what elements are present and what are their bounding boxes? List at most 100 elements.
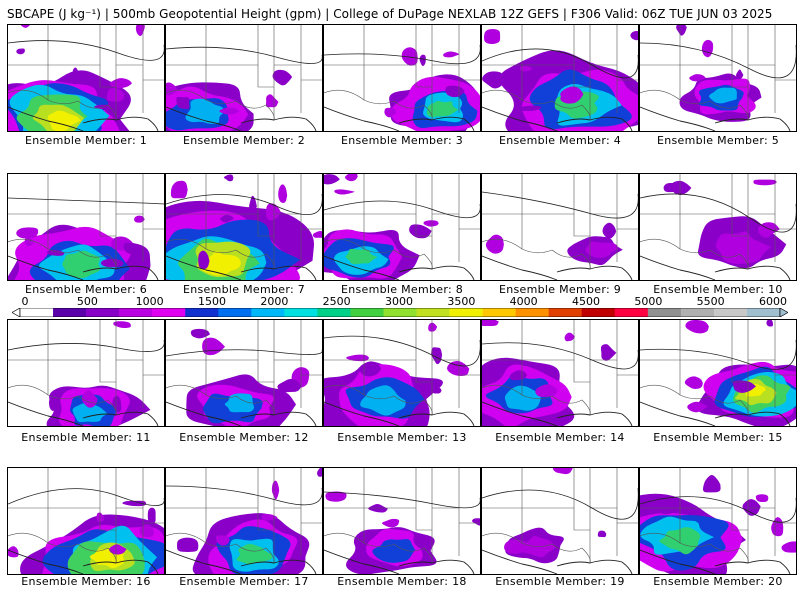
colorbar-tick-label: 5500 — [696, 295, 725, 308]
ensemble-member-label: Ensemble Member: 10 — [653, 283, 783, 296]
cape-map — [8, 468, 164, 574]
ensemble-member-label: Ensemble Member: 13 — [337, 431, 467, 444]
ensemble-map-panel — [639, 319, 797, 427]
colorbar-segment — [53, 308, 87, 317]
colorbar-tick-label: 500 — [76, 295, 98, 308]
cape-map — [640, 320, 796, 426]
ensemble-map-panel — [639, 173, 797, 281]
colorbar-left-arrow — [12, 308, 21, 317]
ensemble-map-panel — [639, 24, 797, 132]
colorbar-segment — [218, 308, 252, 317]
cape-map — [8, 174, 164, 280]
colorbar-segment — [515, 308, 549, 317]
ensemble-member-label: Ensemble Member: 14 — [495, 431, 625, 444]
ensemble-map-panel — [639, 467, 797, 575]
ensemble-map-panel — [323, 24, 481, 132]
colorbar: 0 500 1000 1500 2000 2500 3000 3500 4000 4500 5000… — [12, 296, 788, 318]
colorbar-segment — [86, 308, 120, 317]
ensemble-map-panel — [323, 319, 481, 427]
cape-map — [482, 25, 638, 131]
colorbar-segment — [350, 308, 384, 317]
cape-map — [166, 25, 322, 131]
ensemble-map-panel — [481, 319, 639, 427]
ensemble-member-label: Ensemble Member: 19 — [495, 575, 625, 588]
colorbar-tick-label: 4500 — [572, 295, 600, 308]
cape-map — [324, 25, 480, 131]
cape-map — [482, 320, 638, 426]
colorbar-segment — [581, 308, 616, 317]
ensemble-map-panel — [165, 24, 323, 132]
ensemble-map-panel — [323, 467, 481, 575]
colorbar-segment — [251, 308, 285, 317]
cape-map — [166, 174, 322, 280]
ensemble-map-panel — [7, 467, 165, 575]
cape-map — [8, 320, 164, 426]
colorbar-tick-label: 6000 — [759, 295, 787, 308]
ensemble-map-panel — [7, 319, 165, 427]
colorbar-tick-label: 2500 — [322, 295, 351, 308]
ensemble-member-label: Ensemble Member: 16 — [21, 575, 151, 588]
colorbar-tick-label: 1000 — [135, 295, 164, 308]
cape-map — [482, 468, 638, 574]
ensemble-member-label: Ensemble Member: 12 — [179, 431, 309, 444]
cape-map — [324, 320, 480, 426]
ensemble-map-panel — [481, 173, 639, 281]
ensemble-member-label: Ensemble Member: 2 — [182, 134, 306, 147]
colorbar-segment — [152, 308, 186, 317]
cape-map — [640, 174, 796, 280]
ensemble-map-panel — [323, 173, 481, 281]
colorbar-segment — [383, 308, 417, 317]
colorbar-segment — [317, 308, 351, 317]
ensemble-member-label: Ensemble Member: 15 — [653, 431, 783, 444]
map-title: SBCAPE (J kg⁻¹) | 500mb Geopotential Hei… — [7, 7, 773, 21]
ensemble-map-panel — [481, 467, 639, 575]
ensemble-member-label: Ensemble Member: 1 — [24, 134, 148, 147]
ensemble-map-panel — [481, 24, 639, 132]
colorbar-tick-label: 0 — [21, 295, 29, 308]
ensemble-member-label: Ensemble Member: 5 — [656, 134, 780, 147]
ensemble-member-label: Ensemble Member: 3 — [340, 134, 464, 147]
ensemble-member-label: Ensemble Member: 8 — [340, 283, 464, 296]
colorbar-right-arrow — [779, 308, 788, 317]
cape-map — [640, 25, 796, 131]
ensemble-member-label: Ensemble Member: 7 — [182, 283, 306, 296]
colorbar-tick-label: 5000 — [634, 295, 663, 308]
cape-map — [324, 174, 480, 280]
cape-map — [166, 320, 322, 426]
colorbar-tick-label: 4000 — [509, 295, 538, 308]
colorbar-segment — [647, 308, 682, 317]
ensemble-map-panel — [7, 24, 165, 132]
cape-map — [324, 468, 480, 574]
colorbar-segment — [185, 308, 219, 317]
colorbar-segment — [713, 308, 748, 317]
colorbar-segment — [680, 308, 715, 317]
colorbar-segment — [449, 308, 483, 317]
cape-map — [166, 468, 322, 574]
ensemble-member-label: Ensemble Member: 11 — [21, 431, 151, 444]
colorbar-tick-label: 1500 — [198, 295, 226, 308]
ensemble-map-panel — [165, 467, 323, 575]
cape-map — [482, 174, 638, 280]
ensemble-map-panel — [165, 173, 323, 281]
cape-map — [640, 468, 796, 574]
ensemble-member-label: Ensemble Member: 20 — [653, 575, 783, 588]
colorbar-tick-label: 3000 — [385, 295, 413, 308]
colorbar-tick-label: 2000 — [260, 295, 289, 308]
ensemble-member-label: Ensemble Member: 6 — [24, 283, 148, 296]
colorbar-segment — [482, 308, 516, 317]
ensemble-map-panel — [165, 319, 323, 427]
ensemble-member-label: Ensemble Member: 17 — [179, 575, 309, 588]
colorbar-segment — [548, 308, 583, 317]
colorbar-segment — [746, 308, 781, 317]
colorbar-segment — [284, 308, 318, 317]
ensemble-member-label: Ensemble Member: 9 — [498, 283, 622, 296]
colorbar-segment — [416, 308, 450, 317]
colorbar-segment — [20, 308, 54, 317]
colorbar-scale — [12, 308, 788, 317]
ensemble-map-panel — [7, 173, 165, 281]
colorbar-tick-label: 3500 — [447, 295, 476, 308]
colorbar-segment — [119, 308, 153, 317]
colorbar-segment — [614, 308, 649, 317]
ensemble-member-label: Ensemble Member: 18 — [337, 575, 467, 588]
ensemble-member-label: Ensemble Member: 4 — [498, 134, 622, 147]
